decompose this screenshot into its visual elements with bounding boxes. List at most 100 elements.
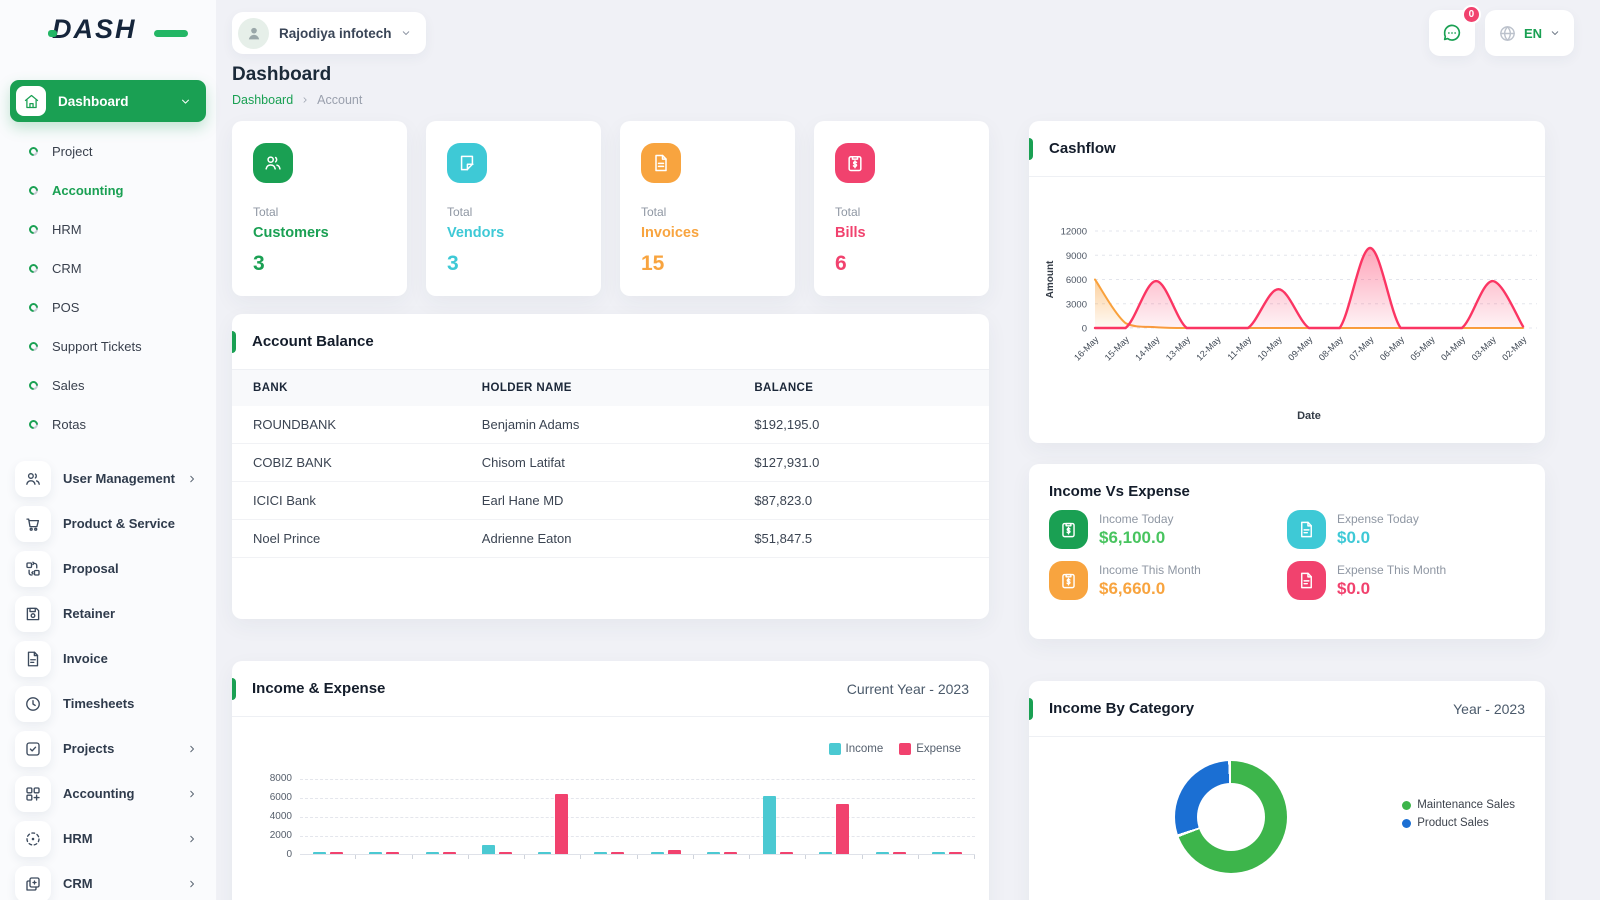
sidebar-item-label: Timesheets [63, 696, 135, 711]
workspace-name: Rajodiya infotech [279, 25, 392, 41]
stat-name: Customers [253, 225, 329, 241]
sidebar-subitem-rotas[interactable]: Rotas [0, 405, 216, 444]
account-balance-card: Account Balance BANK HOLDER NAME BALANCE R… [232, 314, 989, 619]
sidebar-item-hrm[interactable]: HRM [0, 816, 216, 861]
stat-label: Total [641, 205, 667, 219]
chevron-right-icon [300, 95, 310, 105]
sidebar-item-user-management[interactable]: User Management [0, 456, 216, 501]
metric-value: $6,660.0 [1099, 578, 1166, 598]
main-area: Rajodiya infotech 0 EN Dashboard Dashboa… [216, 0, 1600, 900]
language-selector[interactable]: EN [1484, 10, 1574, 56]
sidebar: DASH Dashboard Project Accounting HRM CR… [0, 0, 216, 900]
bar-income [706, 852, 720, 854]
swap-icon [24, 560, 42, 578]
breadcrumb-dashboard-link[interactable]: Dashboard [232, 93, 294, 107]
clock-icon [24, 695, 42, 713]
bar-group [806, 803, 863, 860]
sidebar-subitem-label: Accounting [52, 183, 124, 198]
logo-text: DASH [52, 14, 137, 44]
stat-card-bills[interactable]: Total Bills 6 [814, 121, 989, 296]
stats-row: Total Customers 3 Total Vendors 3 Total … [232, 121, 989, 296]
sidebar-item-label: Retainer [63, 606, 116, 621]
sidebar-item-crm[interactable]: CRM [0, 861, 216, 900]
bullet-icon [27, 184, 40, 197]
income-vs-expense-card: Income Vs Expense Income Today $6,100.0 … [1029, 464, 1545, 639]
sidebar-item-proposal[interactable]: Proposal [0, 546, 216, 591]
bar-expense [442, 852, 456, 854]
svg-text:15-May: 15-May [1103, 334, 1132, 363]
sidebar-item-label: Proposal [63, 561, 119, 576]
chat-square-icon [24, 875, 42, 893]
sidebar-subnav: Project Accounting HRM CRM POS Support T… [0, 132, 216, 444]
table-cell: Earl Hane MD [481, 481, 755, 520]
chevron-right-icon [186, 743, 198, 755]
table-cell: $192,195.0 [754, 406, 989, 444]
bar-expense [667, 849, 681, 854]
sidebar-subitem-hrm[interactable]: HRM [0, 210, 216, 249]
sidebar-item-accounting[interactable]: Accounting [0, 771, 216, 816]
legend-swatch [899, 743, 912, 755]
sidebar-item-invoice[interactable]: Invoice [0, 636, 216, 681]
bar-group [863, 852, 920, 859]
stat-card-customers[interactable]: Total Customers 3 [232, 121, 407, 296]
bullet-icon [27, 145, 40, 158]
stat-card-invoices[interactable]: Total Invoices 15 [620, 121, 795, 296]
sidebar-subitem-pos[interactable]: POS [0, 288, 216, 327]
sidebar-item-dashboard[interactable]: Dashboard [10, 80, 206, 122]
table-row: Noel Prince Adrienne Eaton $51,847.5 [232, 519, 989, 558]
legend-item-expense: Expense [899, 743, 961, 755]
clipboard-dollar-icon [845, 153, 865, 173]
sidebar-item-label: HRM [63, 831, 93, 846]
svg-text:16-May: 16-May [1072, 334, 1101, 363]
sidebar-item-timesheets[interactable]: Timesheets [0, 681, 216, 726]
workspace-selector[interactable]: Rajodiya infotech [232, 12, 426, 54]
svg-text:12000: 12000 [1061, 227, 1087, 238]
metric-income-this-month: Income This Month $6,660.0 [1049, 561, 1287, 600]
sidebar-subitem-project[interactable]: Project [0, 132, 216, 171]
stat-name: Bills [835, 225, 866, 241]
bar-income [369, 852, 383, 854]
bar-expense [780, 852, 794, 854]
metric-expense-today: Expense Today $0.0 [1287, 510, 1525, 549]
users-icon [24, 470, 42, 488]
metric-label: Income Today [1099, 511, 1174, 526]
year-label: Year - 2023 [1453, 700, 1525, 717]
messages-button[interactable]: 0 [1428, 5, 1481, 56]
income-expense-card: Income & Expense Current Year - 2023 Inc… [232, 661, 989, 900]
note-icon [457, 153, 477, 173]
sidebar-subitem-accounting[interactable]: Accounting [0, 171, 216, 210]
bar-group [413, 852, 470, 859]
stat-label: Total [835, 205, 861, 219]
chevron-right-icon [186, 788, 198, 800]
bar-group [581, 852, 638, 859]
chevron-right-icon [186, 878, 198, 890]
chevron-right-icon [186, 473, 198, 485]
bar-expense [498, 852, 512, 854]
sidebar-item-retainer[interactable]: Retainer [0, 591, 216, 636]
bullet-icon [27, 418, 40, 431]
table-cell: Chisom Latifat [481, 443, 755, 482]
bar-expense [611, 852, 625, 854]
sidebar-subitem-label: Support Tickets [52, 339, 142, 354]
sidebar-item-projects[interactable]: Projects [0, 726, 216, 771]
brand-logo[interactable]: DASH [48, 14, 188, 58]
sidebar-subitem-support-tickets[interactable]: Support Tickets [0, 327, 216, 366]
clipboard-dollar-icon [1059, 520, 1078, 539]
bar-group [919, 852, 976, 859]
sidebar-item-product-service[interactable]: Product & Service [0, 501, 216, 546]
language-code: EN [1523, 25, 1542, 41]
retainer-icon [24, 605, 42, 623]
metric-label: Income This Month [1099, 562, 1201, 577]
metric-value: $6,100.0 [1099, 527, 1166, 547]
column-header: BALANCE [754, 370, 989, 406]
stat-card-vendors[interactable]: Total Vendors 3 [426, 121, 601, 296]
bar-income [931, 852, 945, 854]
target-icon [24, 830, 42, 848]
legend-item-product-sales: Product Sales [1402, 817, 1515, 829]
svg-text:06-May: 06-May [1378, 334, 1407, 363]
sidebar-subitem-label: HRM [52, 222, 82, 237]
sidebar-subitem-sales[interactable]: Sales [0, 366, 216, 405]
sidebar-subitem-crm[interactable]: CRM [0, 249, 216, 288]
svg-text:03-May: 03-May [1470, 334, 1499, 363]
sidebar-subitem-label: Sales [52, 378, 85, 393]
